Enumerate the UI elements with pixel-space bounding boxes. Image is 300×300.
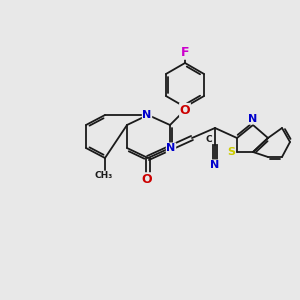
Text: S: S bbox=[227, 147, 235, 157]
Text: N: N bbox=[210, 160, 220, 170]
Text: F: F bbox=[181, 46, 189, 59]
Text: C: C bbox=[206, 135, 212, 144]
Text: O: O bbox=[180, 103, 190, 116]
Text: N: N bbox=[142, 110, 152, 120]
Text: N: N bbox=[248, 114, 258, 124]
Text: N: N bbox=[167, 143, 176, 153]
Text: CH₃: CH₃ bbox=[95, 171, 113, 180]
Text: O: O bbox=[142, 173, 152, 186]
